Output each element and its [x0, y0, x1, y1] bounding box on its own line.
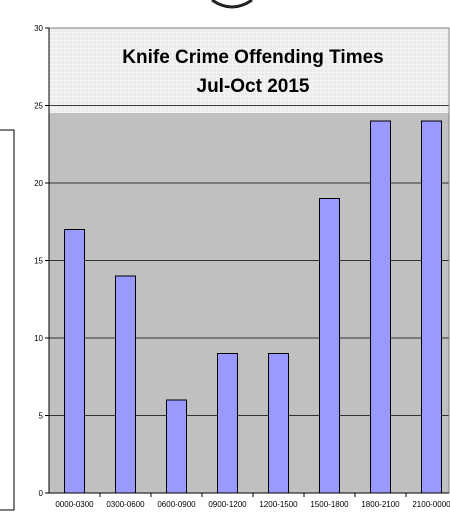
x-tick-label: 1500-1800	[310, 500, 349, 509]
bar-1200-1500	[268, 353, 289, 494]
bar-1800-2100	[370, 120, 391, 494]
bar-1500-1800	[319, 198, 340, 494]
bar-0900-1200	[217, 353, 238, 494]
bar-2100-0000	[421, 120, 442, 494]
x-tick-label: 0900-1200	[208, 500, 247, 509]
y-tick-label: 25	[34, 102, 43, 111]
decorative-arc	[211, 0, 253, 9]
bar-0000-0300	[64, 229, 85, 494]
x-tick-label: 1800-2100	[361, 500, 400, 509]
bar-0600-0900	[166, 399, 187, 494]
x-tick-label: 0600-0900	[157, 500, 196, 509]
y-tick-label: 5	[39, 412, 44, 421]
x-tick-label: 2100-0000	[412, 500, 450, 509]
side-frame-left	[0, 129, 15, 511]
y-tick-label: 15	[34, 257, 43, 266]
y-tick-label: 0	[39, 489, 44, 498]
chart-title: Knife Crime Offending Times	[122, 47, 383, 68]
y-axis-ticks: 0 5 10 15 20 25 30	[34, 24, 49, 498]
y-tick-label: 20	[34, 179, 43, 188]
x-tick-label: 0000-0300	[55, 500, 94, 509]
x-tick-label: 1200-1500	[259, 500, 298, 509]
y-tick-label: 30	[34, 24, 43, 33]
chart-subtitle: Jul-Oct 2015	[197, 76, 310, 97]
title-band	[49, 28, 449, 113]
bar-0300-0600	[115, 275, 136, 494]
x-tick-label: 0300-0600	[106, 500, 145, 509]
y-tick-label: 10	[34, 334, 43, 343]
x-axis-ticks: 0000-0300 0300-0600 0600-0900 0900-1200 1200…	[55, 493, 450, 509]
